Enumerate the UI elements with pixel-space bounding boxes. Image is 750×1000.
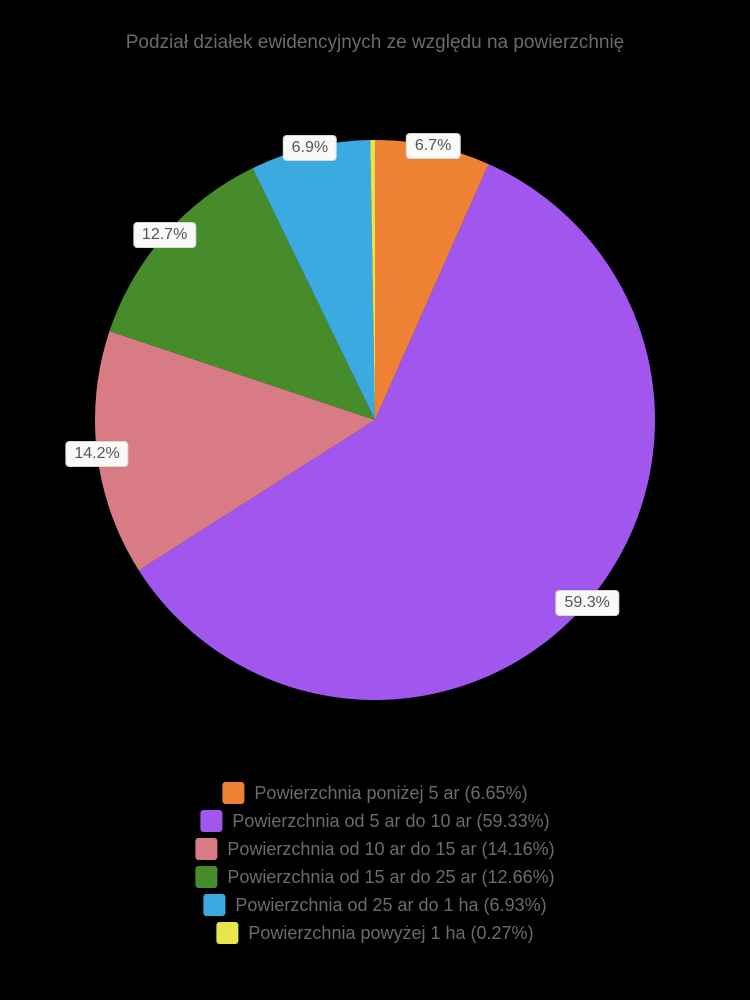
legend-swatch <box>195 866 217 888</box>
legend-label: Powierzchnia od 5 ar do 10 ar (59.33%) <box>232 811 549 832</box>
legend-item: Powierzchnia powyżej 1 ha (0.27%) <box>195 922 554 944</box>
legend-swatch <box>222 782 244 804</box>
legend-swatch <box>200 810 222 832</box>
legend-label: Powierzchnia od 25 ar do 1 ha (6.93%) <box>235 895 546 916</box>
legend: Powierzchnia poniżej 5 ar (6.65%) Powierz… <box>195 776 554 950</box>
slice-label: 6.9% <box>283 135 337 161</box>
legend-label: Powierzchnia od 10 ar do 15 ar (14.16%) <box>227 839 554 860</box>
chart-container: { "chart": { "type": "pie", "title": "Po… <box>0 0 750 1000</box>
slice-label: 6.7% <box>406 133 460 159</box>
legend-item: Powierzchnia od 25 ar do 1 ha (6.93%) <box>195 894 554 916</box>
slice-label: 12.7% <box>133 222 196 248</box>
legend-label: Powierzchnia powyżej 1 ha (0.27%) <box>248 923 533 944</box>
legend-swatch <box>203 894 225 916</box>
legend-item: Powierzchnia od 15 ar do 25 ar (12.66%) <box>195 866 554 888</box>
pie-chart <box>75 120 675 720</box>
slice-label: 14.2% <box>65 441 128 467</box>
legend-item: Powierzchnia od 10 ar do 15 ar (14.16%) <box>195 838 554 860</box>
legend-label: Powierzchnia od 15 ar do 25 ar (12.66%) <box>227 867 554 888</box>
legend-swatch <box>195 838 217 860</box>
slice-label: 59.3% <box>555 590 618 616</box>
pie-svg <box>75 120 675 720</box>
chart-title: Podział działek ewidencyjnych ze względu… <box>0 0 750 54</box>
legend-item: Powierzchnia poniżej 5 ar (6.65%) <box>195 782 554 804</box>
legend-label: Powierzchnia poniżej 5 ar (6.65%) <box>254 783 527 804</box>
legend-item: Powierzchnia od 5 ar do 10 ar (59.33%) <box>195 810 554 832</box>
legend-swatch <box>216 922 238 944</box>
